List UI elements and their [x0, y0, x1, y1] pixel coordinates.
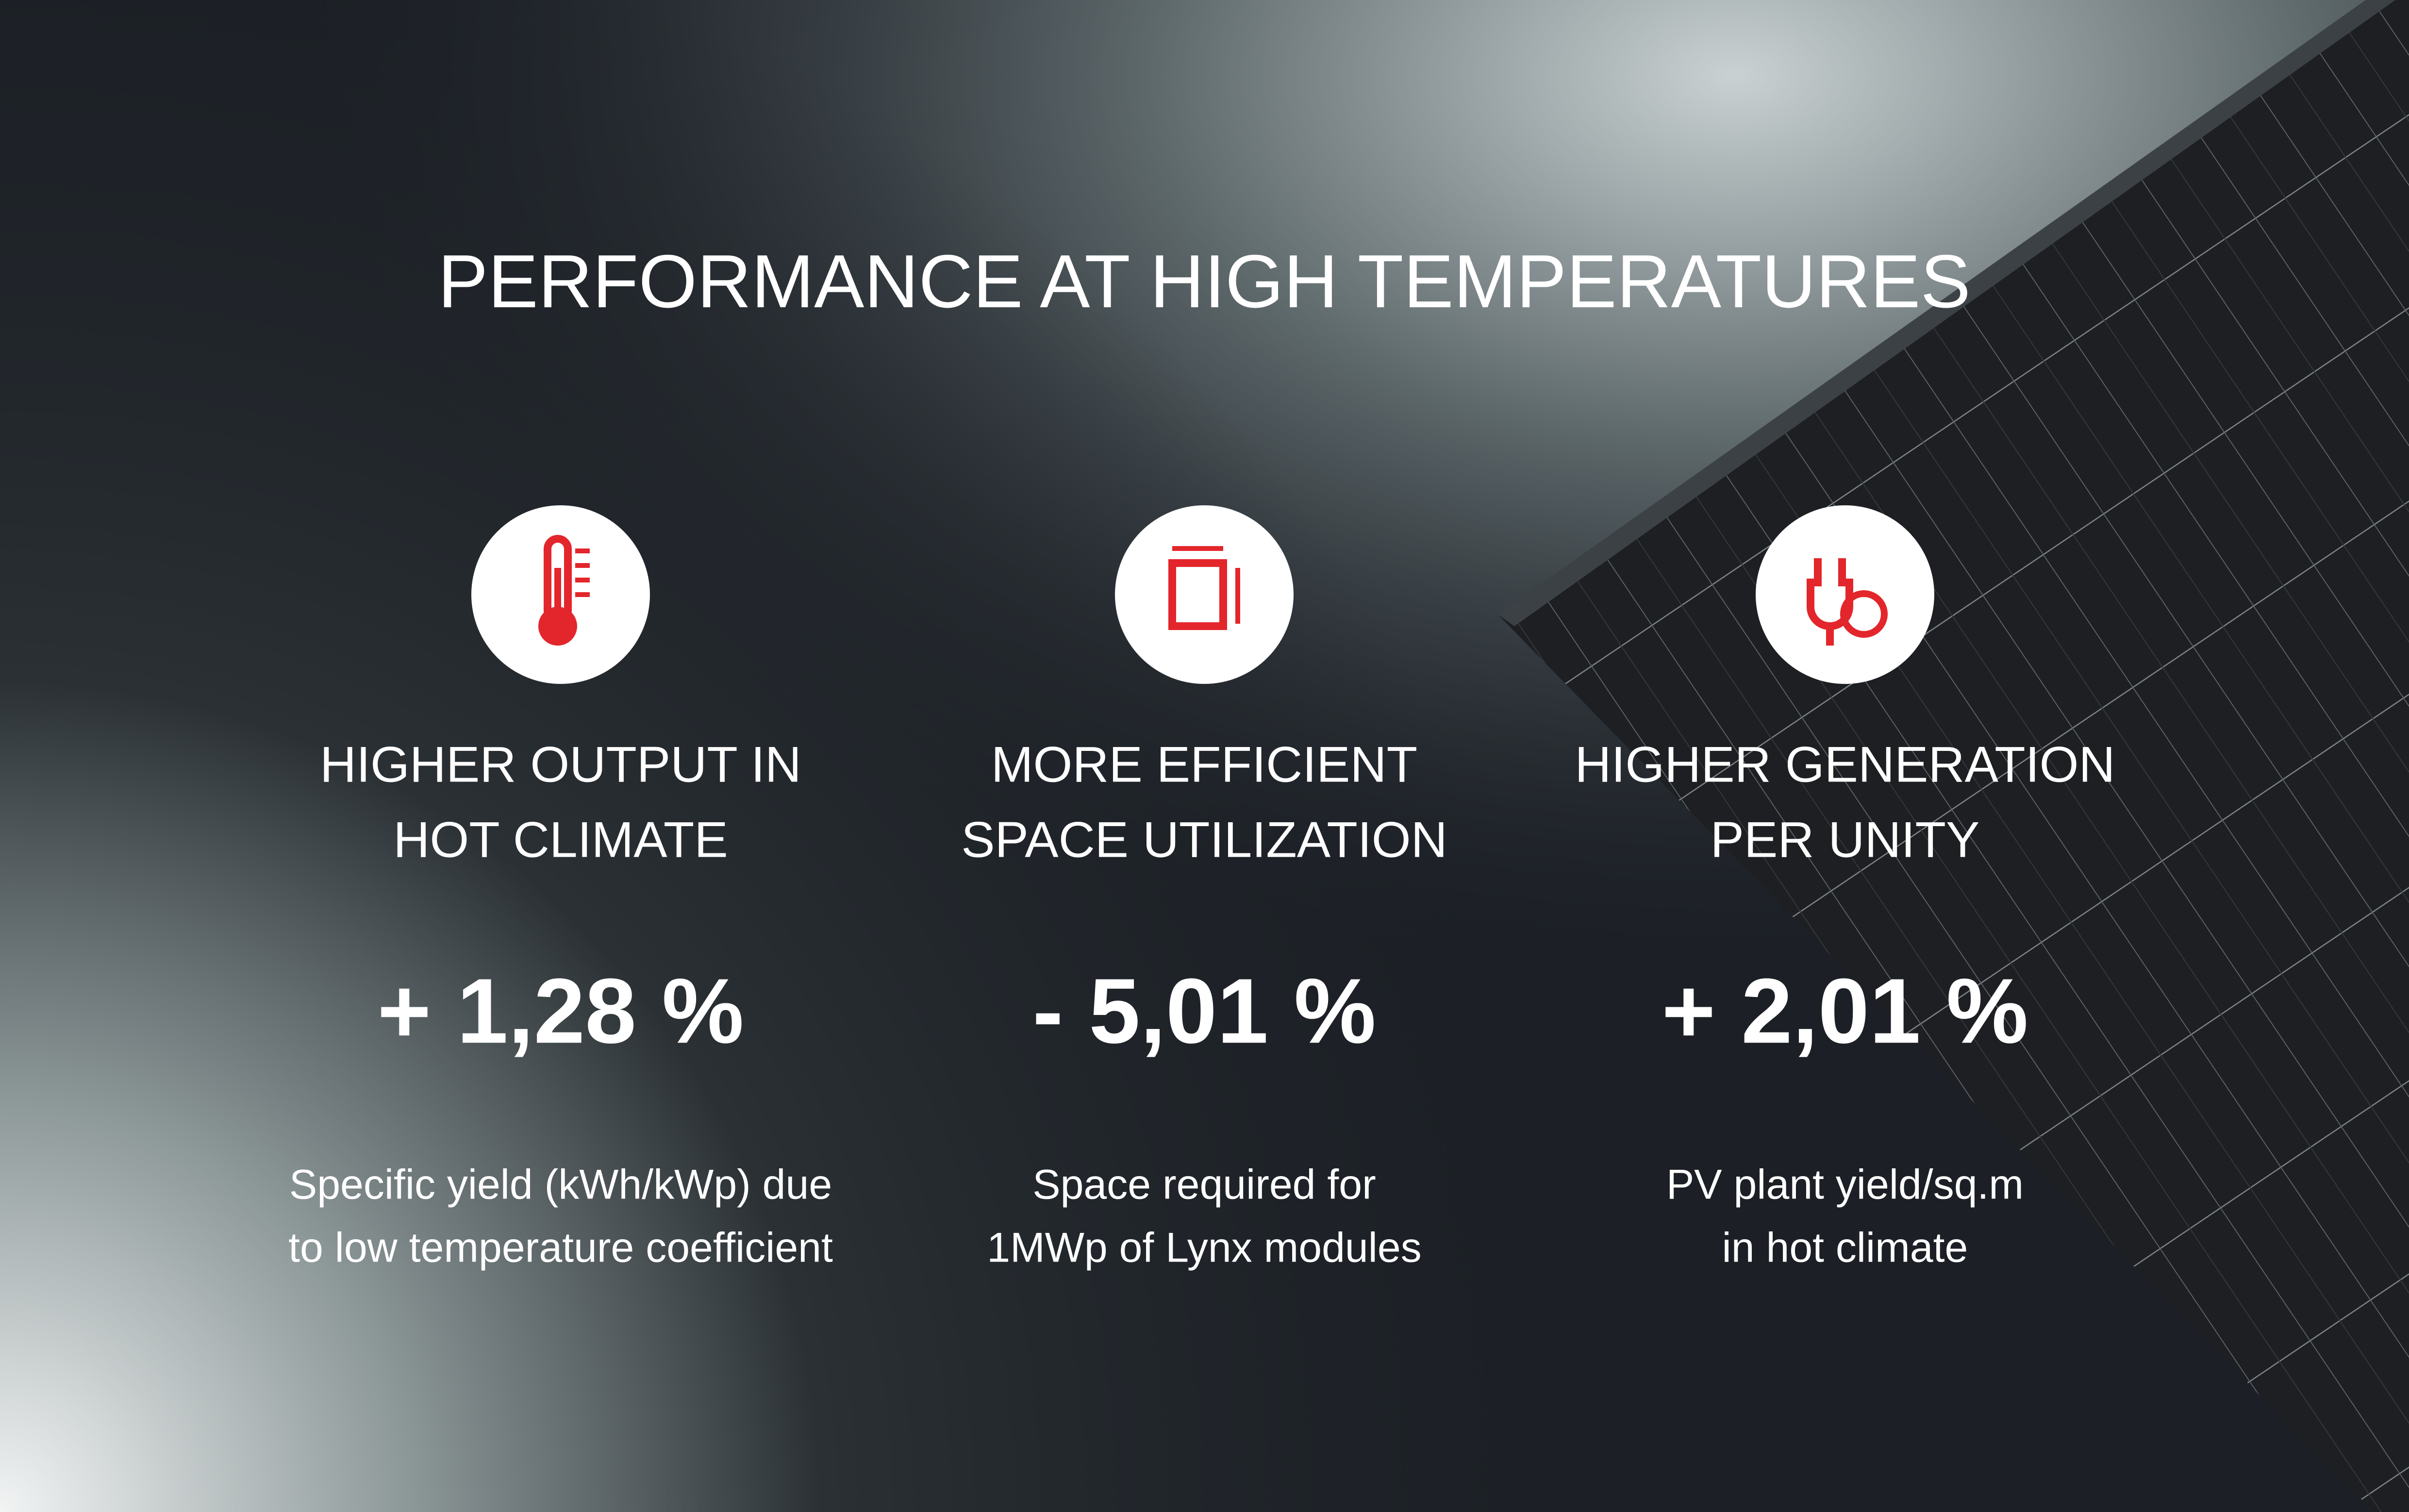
item-description: 1MWp of Lynx modules [987, 1225, 1421, 1271]
panel-frame [1498, 0, 2395, 626]
item-value: + 2,01 % [1661, 960, 2028, 1063]
item-description: Specific yield (kWh/kWp) due [289, 1162, 832, 1208]
item-heading: MORE EFFICIENT [991, 736, 1417, 793]
item-value: + 1,28 % [377, 960, 744, 1063]
icon-space [1115, 505, 1294, 684]
item-heading: SPACE UTILIZATION [961, 812, 1447, 868]
item-value: - 5,01 % [1032, 960, 1376, 1063]
icon-thermometer [471, 505, 650, 684]
item-description: in hot climate [1722, 1225, 1968, 1271]
item-heading: HOT CLIMATE [393, 812, 728, 868]
item-heading: HIGHER GENERATION [1575, 736, 2115, 793]
icon-plug [1756, 505, 1934, 684]
item-description: to low temperature coefficient [288, 1225, 833, 1271]
item-description: Space required for [1032, 1162, 1376, 1208]
item-heading: PER UNITY [1711, 812, 1980, 868]
item-description: PV plant yield/sq.m [1666, 1162, 2024, 1208]
solar-panel [1498, 0, 2409, 1512]
items: HIGHER OUTPUT IN HOT CLIMATE + 1,28 % Speci… [288, 736, 2115, 1271]
title: PERFORMANCE AT HIGH TEMPERATURES [438, 239, 1971, 323]
item-heading: HIGHER OUTPUT IN [320, 736, 801, 793]
